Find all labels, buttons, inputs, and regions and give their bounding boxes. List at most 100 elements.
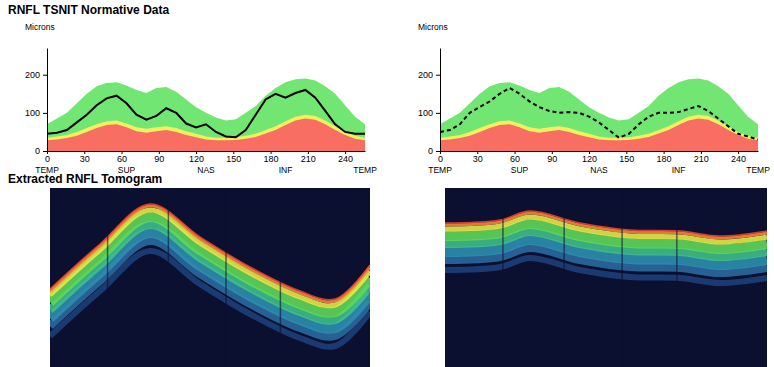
tick: 90 [547, 151, 557, 164]
tick-label: 180 [657, 154, 672, 164]
norm-band [47, 79, 365, 151]
y-axis: 0 100 200 [25, 49, 48, 157]
tick-label: 90 [154, 154, 164, 164]
retina-layer [445, 211, 767, 236]
plot-area [47, 79, 365, 151]
axis-line [440, 49, 441, 152]
tick-label: 30 [80, 154, 90, 164]
region-label: INF [279, 165, 293, 175]
vessel-shadow [225, 188, 227, 367]
tick: 150 [226, 151, 241, 164]
region-label: TEMP [428, 165, 452, 175]
x-axis: 0 30 60 90 120 150 180 210 240 [438, 151, 759, 164]
tick: 30 [473, 151, 483, 164]
chart: 0 30 60 90 120 150 180 210 240 0 100 200 TEMP SUP NAS I… [418, 22, 770, 175]
tick-label: 0 [35, 146, 40, 156]
vessel-shadow [676, 188, 678, 367]
tick: 0 [438, 151, 443, 164]
region-label: NAS [197, 165, 215, 175]
tick-label: 120 [582, 154, 597, 164]
tick: 150 [619, 151, 634, 164]
region-label: NAS [590, 165, 608, 175]
tick: 240 [338, 151, 353, 164]
tick-label: 210 [694, 154, 709, 164]
tick-label: 120 [189, 154, 204, 164]
tick-label: 150 [619, 154, 634, 164]
tick-label: 150 [226, 154, 241, 164]
vessel-shadow [168, 188, 170, 367]
tick-label: 200 [25, 70, 40, 80]
tick-label: 0 [438, 154, 443, 164]
vessel-shadow [280, 188, 282, 367]
retina-layer [50, 204, 370, 300]
tick-label: 90 [547, 154, 557, 164]
tick: 100 [25, 108, 47, 118]
tick: 120 [189, 151, 204, 164]
norm-band [440, 115, 758, 151]
tick: 240 [731, 151, 746, 164]
tick: 0 [45, 151, 50, 164]
x-axis: 0 30 60 90 120 150 180 210 240 [45, 151, 366, 164]
chart: 03060901201501802102400100200TEMPSUPNASI… [25, 22, 377, 175]
tick-label: 100 [418, 108, 433, 118]
vessel-shadow [621, 188, 623, 367]
tick: 60 [510, 151, 520, 164]
tick-mark [43, 151, 47, 152]
tick-label: 240 [731, 154, 746, 164]
tick: 200 [25, 70, 47, 80]
tomogram-background [445, 188, 767, 367]
tick-label: 200 [418, 70, 433, 80]
region-label: TEMP [746, 165, 770, 175]
tick: 30 [80, 151, 90, 164]
axis-title: Microns [418, 22, 448, 32]
tick-mark [43, 75, 47, 76]
tick: 90 [154, 151, 164, 164]
tick: 120 [582, 151, 597, 164]
tomogram-background [50, 188, 370, 367]
tick-label: 30 [473, 154, 483, 164]
tomogram [445, 188, 767, 367]
tick-mark [436, 75, 440, 76]
tomogram [50, 188, 370, 367]
plot-area [440, 79, 758, 151]
figure: 0 30 60 90 120 150 180 210 240 0 100 200 TEMP SUP NAS I… [0, 0, 774, 367]
tick: 180 [264, 151, 279, 164]
norm-band [440, 79, 758, 151]
tick-mark [436, 151, 440, 152]
chart-title: RNFL TSNIT Normative Data [8, 3, 169, 17]
vessel-shadow [502, 188, 504, 367]
vessel-shadow [107, 188, 109, 367]
tick-label: 180 [264, 154, 279, 164]
region-label: SUP [511, 165, 529, 175]
tick-mark [436, 113, 440, 114]
tick-label: 0 [45, 154, 50, 164]
tick: 180 [657, 151, 672, 164]
axis-line [48, 151, 366, 152]
axis-title: Microns [25, 22, 55, 32]
retina-layer [50, 206, 370, 302]
retina-layer [445, 213, 767, 238]
tick-mark [43, 113, 47, 114]
tick-label: 0 [428, 146, 433, 156]
norm-band [47, 115, 365, 151]
region-label: TEMP [353, 165, 377, 175]
y-axis: 0 100 200 [418, 49, 441, 157]
tick: 210 [694, 151, 709, 164]
tick-label: 210 [301, 154, 316, 164]
tick-label: 240 [338, 154, 353, 164]
tick: 100 [418, 108, 440, 118]
tick-label: 100 [25, 108, 40, 118]
tick-label: 60 [510, 154, 520, 164]
tomogram-title: Extracted RNFL Tomogram [8, 172, 162, 186]
vessel-shadow [563, 188, 565, 367]
region-label: INF [672, 165, 686, 175]
tick: 0 [428, 146, 440, 156]
tick: 200 [418, 70, 440, 80]
tick: 60 [117, 151, 127, 164]
tick-label: 60 [117, 154, 127, 164]
axis-line [441, 151, 759, 152]
rnfl-line [47, 90, 365, 137]
axis-line [47, 49, 48, 152]
tick: 210 [301, 151, 316, 164]
retina-layer [50, 210, 370, 306]
